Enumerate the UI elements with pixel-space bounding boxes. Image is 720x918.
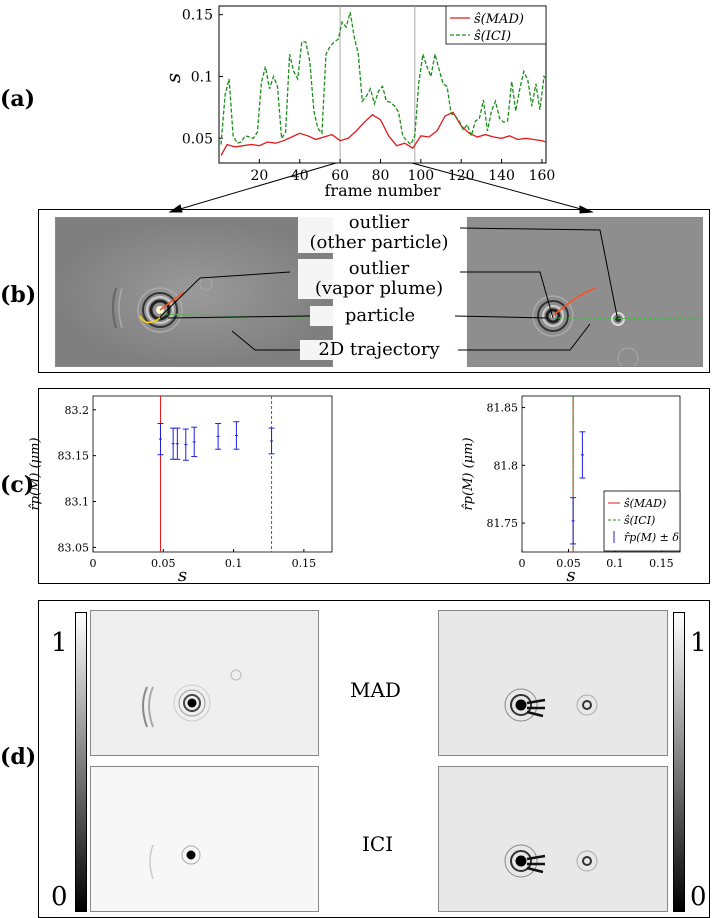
annotation-outlier-vapor: outlier (vapor plume) [298, 259, 460, 299]
y-tick-label: 0.05 [182, 131, 213, 147]
x-axis-label: s [178, 565, 187, 586]
series-line-ici [220, 12, 547, 146]
trajectory-yellow [139, 315, 161, 324]
panel-label-a: (a) [0, 86, 36, 112]
y-tick-label: 81.75 [487, 517, 519, 530]
x-tick-label: 0.05 [151, 557, 176, 570]
image-mad-left [90, 610, 319, 756]
legend: ŝ(MAD) ŝ(ICI) [445, 5, 547, 45]
x-tick-label: 0 [519, 557, 526, 570]
panel-b-frame [38, 209, 710, 373]
errorbar [215, 423, 222, 450]
legend-label: ŝ(MAD) [624, 497, 666, 510]
colorbar-left [75, 612, 87, 912]
errorbar [191, 426, 198, 458]
row-label-ici: ICI [362, 832, 394, 856]
y-tick-label: 83.1 [65, 496, 90, 509]
errorbar [233, 421, 240, 450]
legend-label: ŝ(MAD) [474, 12, 524, 27]
y-tick-label: 0.1 [191, 69, 213, 85]
annotation-particle: particle [310, 306, 450, 326]
colorbar-right-min: 0 [690, 882, 707, 912]
errorbar [570, 497, 577, 545]
errorbar [174, 427, 181, 460]
y-tick-label: 83.15 [58, 450, 90, 463]
image-ici-left [90, 766, 319, 912]
colorbar-left-min: 0 [51, 882, 68, 912]
y-tick-label: 83.2 [65, 404, 90, 417]
legend-label: r̂p(M) ± δ [624, 531, 679, 544]
errorbar [182, 428, 189, 461]
image-mad-right [438, 610, 668, 756]
legend-box [445, 5, 547, 45]
errorbar [579, 431, 586, 479]
plot-area-c1 [92, 395, 333, 553]
x-tick-label: 0 [90, 557, 97, 570]
colorbar-right-max: 1 [690, 628, 707, 658]
x-axis-label: frame number [325, 181, 441, 200]
y-tick-label: 83.05 [58, 541, 90, 554]
legend-label: ŝ(ICI) [474, 29, 511, 44]
y-tick-label: 0.15 [182, 8, 213, 24]
panel-label-d: (d) [0, 744, 37, 770]
errorbar [157, 423, 164, 456]
y-axis-label: s [161, 73, 185, 83]
y-axis-label: r̂p(M) (μm) [28, 437, 43, 510]
y-axis-label: r̂p(M) (μm) [461, 437, 476, 510]
x-tick-label: 0.1 [225, 557, 243, 570]
x-tick-label: 0.1 [606, 557, 624, 570]
chart-c: 0 0.05 0.1 0.15 83.05 83.1 83.15 83.2 s r̂p(M) (μ… [28, 395, 681, 586]
y-tick-label: 81.8 [494, 459, 519, 472]
panel-label-c: (c) [0, 472, 35, 498]
x-tick-label: 80 [372, 168, 390, 184]
x-axis-label: s [566, 565, 575, 586]
annotation-trajectory: 2D trajectory [300, 340, 458, 360]
legend-box [603, 490, 681, 552]
x-tick-label: 0.15 [649, 557, 674, 570]
legend-label: ŝ(ICI) [624, 514, 655, 527]
annotation-outlier-other: outlier (other particle) [298, 213, 460, 253]
colorbar-left-max: 1 [51, 628, 68, 658]
row-label-mad: MAD [350, 678, 401, 702]
panel-c-frame [38, 388, 710, 584]
x-tick-label: 0.15 [292, 557, 317, 570]
x-tick-label: 0.05 [556, 557, 581, 570]
errorbar [268, 427, 275, 455]
legend-c: ŝ(MAD) ŝ(ICI) r̂p(M) ± δ [603, 490, 681, 552]
panel-label-b: (b) [0, 282, 37, 308]
colorbar-right [673, 612, 685, 912]
y-tick-label: 81.85 [487, 402, 519, 415]
image-ici-right [438, 766, 668, 912]
series-line-mad [220, 111, 547, 156]
